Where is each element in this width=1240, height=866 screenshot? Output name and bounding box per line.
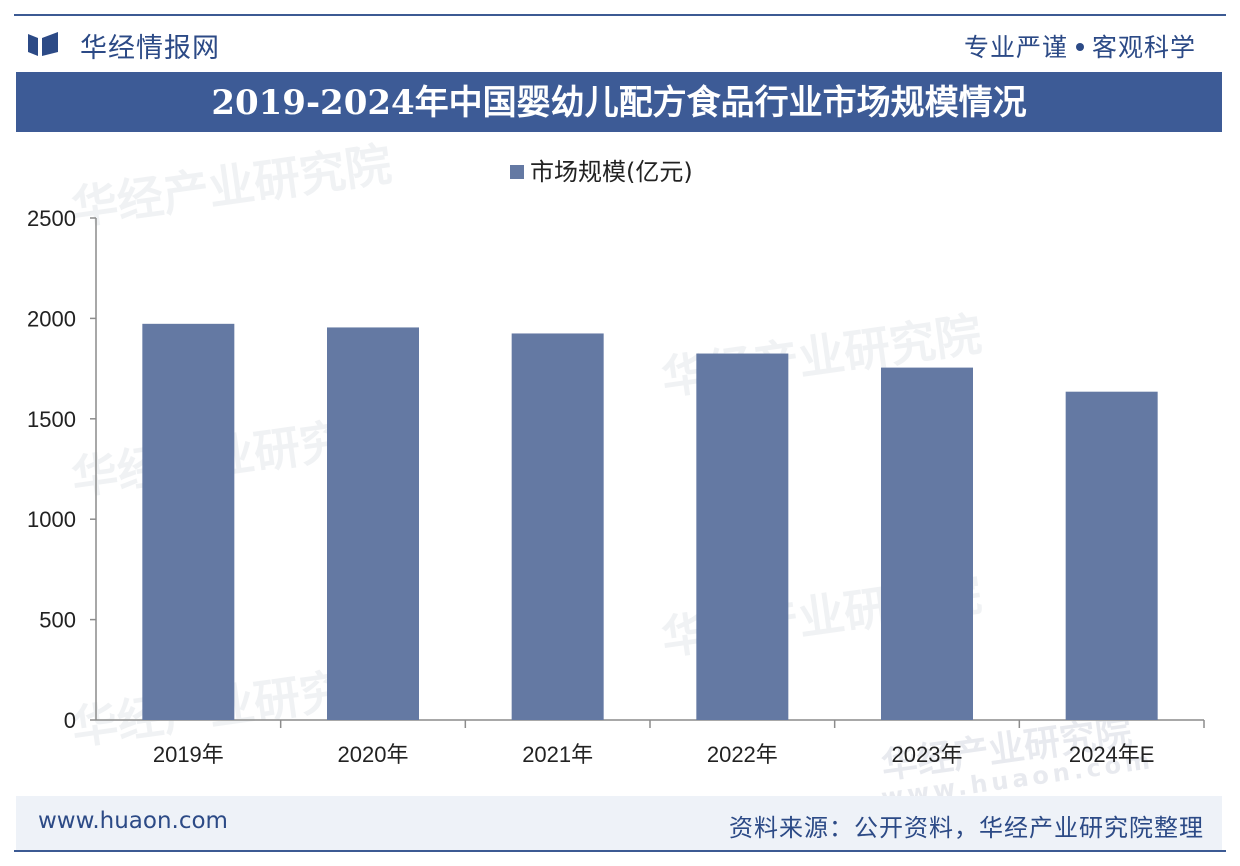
bar — [881, 367, 973, 720]
bar — [327, 327, 419, 720]
slogan-left: 专业严谨 — [963, 33, 1068, 62]
y-tick-label: 0 — [64, 708, 76, 733]
y-tick-label: 2000 — [27, 306, 76, 331]
page-frame — [14, 14, 1226, 852]
chart-title: 2019-2024年中国婴幼儿配方食品行业市场规模情况 — [211, 83, 1027, 123]
x-tick-label: 2023年 — [892, 742, 963, 767]
bar — [696, 353, 789, 720]
x-tick-label: 2020年 — [338, 742, 409, 767]
bar — [1065, 391, 1158, 720]
x-tick-label: 2019年 — [153, 742, 224, 767]
bar — [511, 333, 604, 720]
legend-swatch — [510, 165, 524, 179]
footer-source: 资料来源：公开资料，华经产业研究院整理 — [729, 814, 1204, 842]
y-tick-label: 1500 — [27, 407, 76, 432]
x-tick-label: 2024年E — [1069, 742, 1155, 767]
separator-dot-icon — [1075, 43, 1084, 51]
x-tick-label: 2021年 — [522, 742, 593, 767]
footer-bar — [16, 796, 1222, 850]
y-tick-label: 1000 — [27, 507, 76, 532]
slogan-right: 客观科学 — [1091, 33, 1196, 62]
y-tick-label: 2500 — [27, 206, 76, 231]
y-tick-label: 500 — [39, 608, 76, 633]
footer-url: www.huaon.com — [38, 808, 228, 834]
brand-name: 华经情报网 — [80, 33, 220, 64]
bar — [142, 323, 235, 720]
slogan: 专业严谨 客观科学 — [964, 28, 1196, 64]
brand-logo-icon — [28, 32, 58, 56]
title-bar: 2019-2024年中国婴幼儿配方食品行业市场规模情况 — [16, 72, 1222, 132]
x-tick-label: 2022年 — [707, 742, 778, 767]
legend-label: 市场规模(亿元) — [530, 158, 693, 186]
